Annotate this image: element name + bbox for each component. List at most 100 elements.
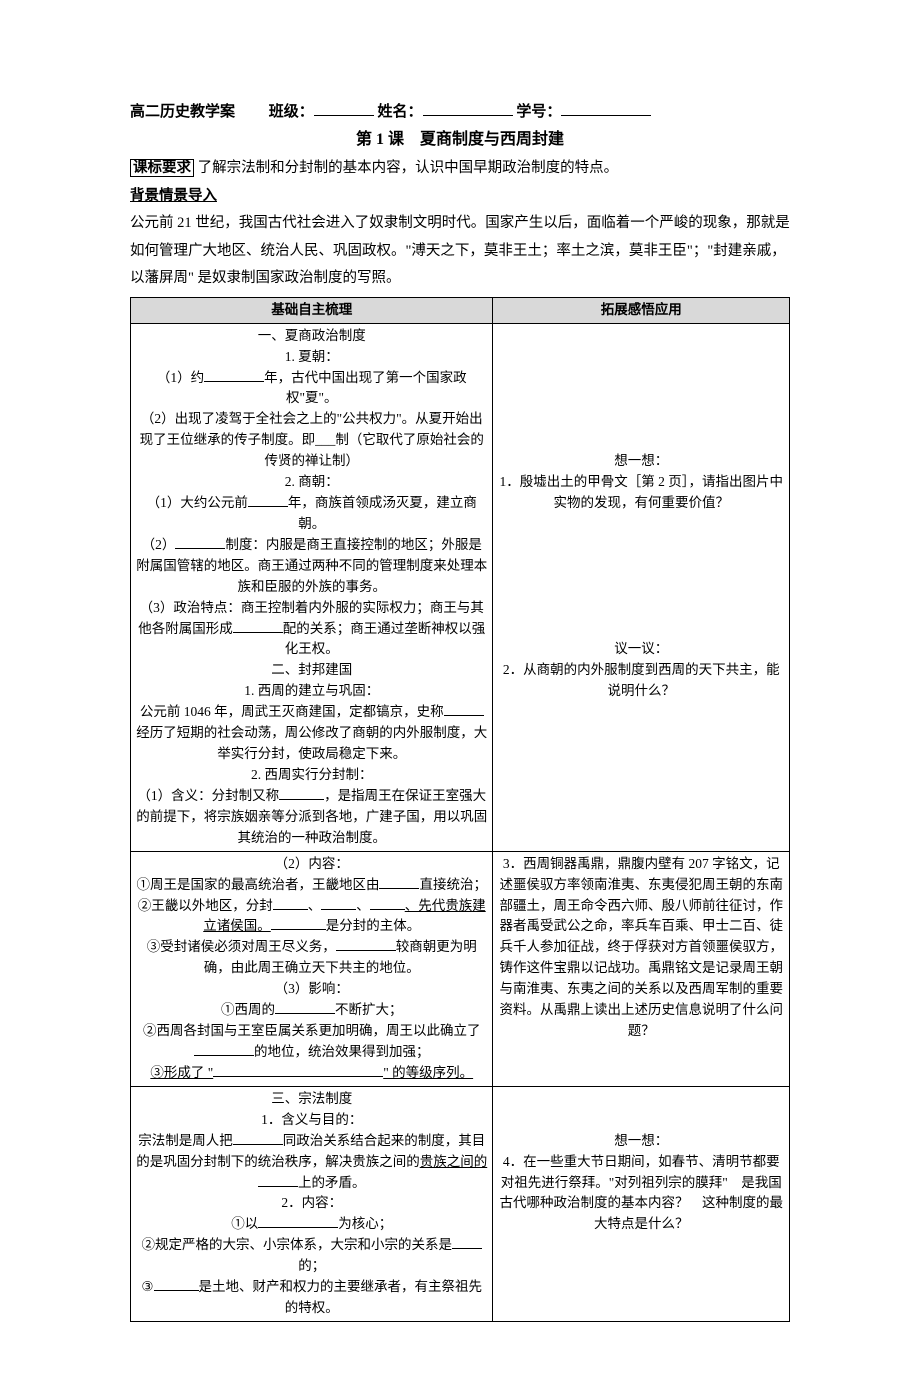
fill-line: ①西周的 不断扩大； <box>135 1000 488 1021</box>
text-fragment: ②西周各封国与王室臣属关系更加明确，周王以此确立了 <box>143 1023 481 1038</box>
sub-heading: 2. 西周实行分封制： <box>135 765 488 786</box>
content-table: 基础自主梳理 拓展感悟应用 一、夏商政治制度 1. 夏朝： （1）约 年，古代中国… <box>130 297 790 1322</box>
background-block: 背景情景导入 公元前 21 世纪，我国古代社会进入了奴隶制文明时代。国家产生以后… <box>130 183 790 293</box>
prompt-label: 想一想： <box>497 451 785 472</box>
fill-line: ③ 是土地、财产和权力的主要继承者，有主祭祖先的特权。 <box>135 1277 488 1319</box>
table-row: 三、宗法制度 1．含义与目的： 宗法制是周人把同政治关系结合起来的制度，其目的是… <box>131 1086 790 1321</box>
blank[interactable] <box>271 929 326 930</box>
sub-heading: 1. 西周的建立与巩固： <box>135 681 488 702</box>
fill-line: ①以为核心； <box>135 1214 488 1235</box>
fill-line: 宗法制是周人把同政治关系结合起来的制度，其目的是巩固分封制下的统治秩序，解决贵族… <box>135 1131 488 1194</box>
blank[interactable] <box>233 1144 283 1145</box>
blank[interactable] <box>248 506 288 507</box>
fill-line: ②王畿以外地区，分封、、、先代贵族建立诸侯国。是分封的主体。 <box>135 896 488 938</box>
class-blank[interactable] <box>314 101 374 116</box>
sub-heading: （2）内容： <box>135 854 488 875</box>
text-fragment: （1）大约公元前 <box>147 495 248 510</box>
text-fragment: 不断扩大； <box>335 1002 403 1017</box>
text-fragment: ②王畿以外地区，分封 <box>138 898 273 913</box>
text-fragment: 制度：内服是商王直接控制的地区；外服是附属国管辖的地区。商王通过两种不同的管理制… <box>136 537 487 594</box>
name-blank[interactable] <box>423 101 513 116</box>
question-text: 3．西周铜器禹鼎，鼎腹内壁有 207 字铭文，记述噩侯驭方率领南淮夷、东夷侵犯周… <box>497 854 785 1042</box>
fill-line: （2）出现了凌驾于全社会之上的"公共权力"。从夏开始出现了王位继承的传子制度。即… <box>135 409 488 472</box>
background-text: 公元前 21 世纪，我国古代社会进入了奴隶制文明时代。国家产生以后，面临着一个严… <box>130 215 790 286</box>
lesson-title: 第 1 课 夏商制度与西周封建 <box>130 125 790 149</box>
worksheet-header: 高二历史教学案 班级： 姓名： 学号： <box>130 100 790 121</box>
text-fragment: 上的矛盾。 <box>298 1175 366 1190</box>
fill-line: （1）大约公元前 年，商族首领成汤灭夏，建立商朝。 <box>135 493 488 535</box>
requirement-label: 课标要求 <box>130 159 194 177</box>
text-fragment: ②规定严格的大宗、小宗体系，大宗和小宗的关系是 <box>141 1237 452 1252</box>
text-fragment: ①以 <box>231 1216 258 1231</box>
text-fragment: ③ <box>141 1279 153 1294</box>
requirement-text: 了解宗法制和分封制的基本内容，认识中国早期政治制度的特点。 <box>198 160 619 176</box>
sub-heading: （3）影响： <box>135 979 488 1000</box>
blank[interactable] <box>273 909 308 910</box>
col-header-left: 基础自主梳理 <box>131 297 493 323</box>
table-row: 一、夏商政治制度 1. 夏朝： （1）约 年，古代中国出现了第一个国家政权"夏"。… <box>131 323 790 851</box>
cell-left-3: 三、宗法制度 1．含义与目的： 宗法制是周人把同政治关系结合起来的制度，其目的是… <box>131 1086 493 1321</box>
text-fragment: 的地位，统治效果得到加强； <box>254 1044 430 1059</box>
blank[interactable] <box>204 381 264 382</box>
blank[interactable] <box>194 1055 254 1056</box>
blank[interactable] <box>370 909 405 910</box>
blank[interactable] <box>258 1186 298 1187</box>
text-fragment: ③受封诸侯必须对周王尽义务， <box>147 939 336 954</box>
text-fragment: 的； <box>298 1258 325 1273</box>
blank[interactable] <box>336 950 396 951</box>
fill-line: 公元前 1046 年，周武王灭商建国，定都镐京，史称经历了短期的社会动荡，周公修… <box>135 702 488 765</box>
text-fragment: ①周王是国家的最高统治者，王畿地区由 <box>136 877 379 892</box>
prompt-label: 想一想： <box>497 1131 785 1152</box>
text-fragment: 是分封的主体。 <box>326 918 421 933</box>
text-fragment: 公元前 1046 年，周武王灭商建国，定都镐京，史称 <box>140 704 444 719</box>
underlined-text: 贵族之间的 <box>420 1154 488 1169</box>
text-fragment: （2） <box>142 537 176 552</box>
fill-line: ②西周各封国与王室臣属关系更加明确，周王以此确立了的地位，统治效果得到加强； <box>135 1021 488 1063</box>
text-fragment: 是土地、财产和权力的主要继承者，有主祭祖先的特权。 <box>199 1279 483 1315</box>
table-row: （2）内容： ①周王是国家的最高统治者，王畿地区由 直接统治； ②王畿以外地区，分… <box>131 851 790 1086</box>
id-blank[interactable] <box>561 101 651 116</box>
blank[interactable] <box>233 632 283 633</box>
blank[interactable] <box>321 909 356 910</box>
question-text: 1．殷墟出土的甲骨文［第 2 页］，请指出图片中实物的发现，有何重要价值？ <box>497 472 785 514</box>
blank[interactable] <box>279 799 324 800</box>
fill-line: （1）含义：分封制又称，是指周王在保证王室强大的前提下，将宗族姻亲等分派到各地，… <box>135 786 488 849</box>
question-text: 4．在一些重大节日期间，如春节、清明节都要对祖先进行祭拜。"对列祖列宗的膜拜" … <box>497 1152 785 1236</box>
text-fragment: ③形成了 " <box>150 1065 213 1080</box>
text-fragment: 宗法制是周人把 <box>138 1133 233 1148</box>
text-fragment: 直接统治； <box>419 877 487 892</box>
blank[interactable] <box>175 548 225 549</box>
prompt-label: 议一议： <box>497 639 785 660</box>
text-fragment: （1）含义：分封制又称 <box>137 788 279 803</box>
question-text: 2．从商朝的内外服制度到西周的天下共主，能说明什么？ <box>497 660 785 702</box>
document-page: 高二历史教学案 班级： 姓名： 学号： 第 1 课 夏商制度与西周封建 课标要求… <box>0 0 920 1382</box>
text-fragment: 配的关系；商王通过垄断神权以强化王权。 <box>283 621 486 657</box>
text-fragment: 、 <box>356 898 370 913</box>
sub-heading: 1. 夏朝： <box>135 347 488 368</box>
blank[interactable] <box>275 1013 335 1014</box>
section-heading: 二、封邦建国 <box>135 660 488 681</box>
cell-right-1: 想一想： 1．殷墟出土的甲骨文［第 2 页］，请指出图片中实物的发现，有何重要价… <box>493 323 790 851</box>
cell-left-1: 一、夏商政治制度 1. 夏朝： （1）约 年，古代中国出现了第一个国家政权"夏"。… <box>131 323 493 851</box>
text-fragment: （1）约 <box>157 370 204 385</box>
blank[interactable] <box>213 1076 383 1077</box>
table-header-row: 基础自主梳理 拓展感悟应用 <box>131 297 790 323</box>
sub-heading: 1．含义与目的： <box>135 1110 488 1131</box>
fill-line: （3）政治特点：商王控制着内外服的实际权力；商王与其他各附属国形成配的关系；商王… <box>135 598 488 661</box>
blank[interactable] <box>379 888 419 889</box>
sub-heading: 2．内容： <box>135 1193 488 1214</box>
sub-heading: 2. 商朝： <box>135 472 488 493</box>
text-fragment: " 的等级序列。 <box>383 1065 473 1080</box>
blank[interactable] <box>452 1248 482 1249</box>
blank[interactable] <box>258 1227 338 1228</box>
text-fragment: ①西周的 <box>221 1002 275 1017</box>
text-fragment: 年，古代中国出现了第一个国家政权"夏"。 <box>264 370 467 406</box>
blank[interactable] <box>444 715 484 716</box>
course-name: 高二历史教学案 <box>130 104 235 120</box>
blank[interactable] <box>154 1290 199 1291</box>
section-heading: 一、夏商政治制度 <box>135 326 488 347</box>
text-fragment: 年，商族首领成汤灭夏，建立商朝。 <box>288 495 477 531</box>
fill-line: ③受封诸侯必须对周王尽义务，较商朝更为明确，由此周王确立天下共主的地位。 <box>135 937 488 979</box>
fill-line: ②规定严格的大宗、小宗体系，大宗和小宗的关系是的； <box>135 1235 488 1277</box>
fill-line: ③形成了 " " 的等级序列。 <box>135 1063 488 1084</box>
